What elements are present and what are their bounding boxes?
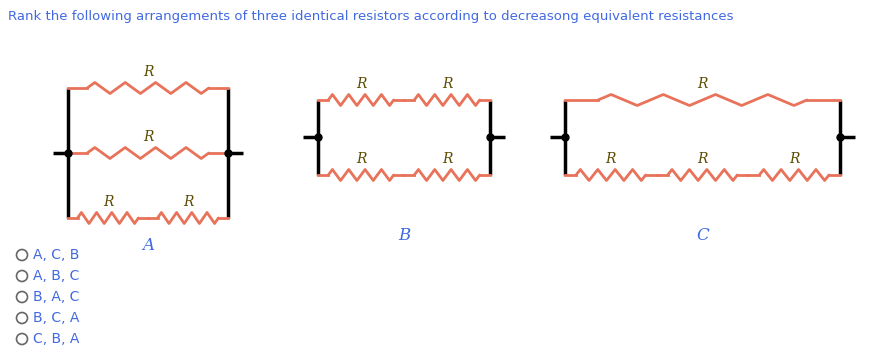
Text: R: R: [789, 152, 800, 166]
Text: R: R: [143, 65, 153, 79]
Text: R: R: [698, 77, 708, 91]
Text: A, C, B: A, C, B: [32, 248, 78, 262]
Text: B: B: [398, 227, 410, 243]
Text: Rank the following arrangements of three identical resistors according to decrea: Rank the following arrangements of three…: [8, 10, 733, 23]
Text: A, B, C: A, B, C: [32, 269, 78, 283]
Text: C: C: [696, 227, 709, 243]
Text: R: R: [605, 152, 617, 166]
Text: R: R: [442, 152, 453, 166]
Text: B, A, C: B, A, C: [32, 290, 78, 304]
Text: R: R: [356, 77, 366, 91]
Text: C, B, A: C, B, A: [32, 332, 78, 346]
Text: R: R: [103, 195, 113, 209]
Text: B, C, A: B, C, A: [32, 311, 78, 325]
Text: R: R: [356, 152, 366, 166]
Text: R: R: [442, 77, 453, 91]
Text: R: R: [183, 195, 194, 209]
Text: R: R: [143, 130, 153, 144]
Text: A: A: [142, 237, 154, 253]
Text: R: R: [698, 152, 708, 166]
